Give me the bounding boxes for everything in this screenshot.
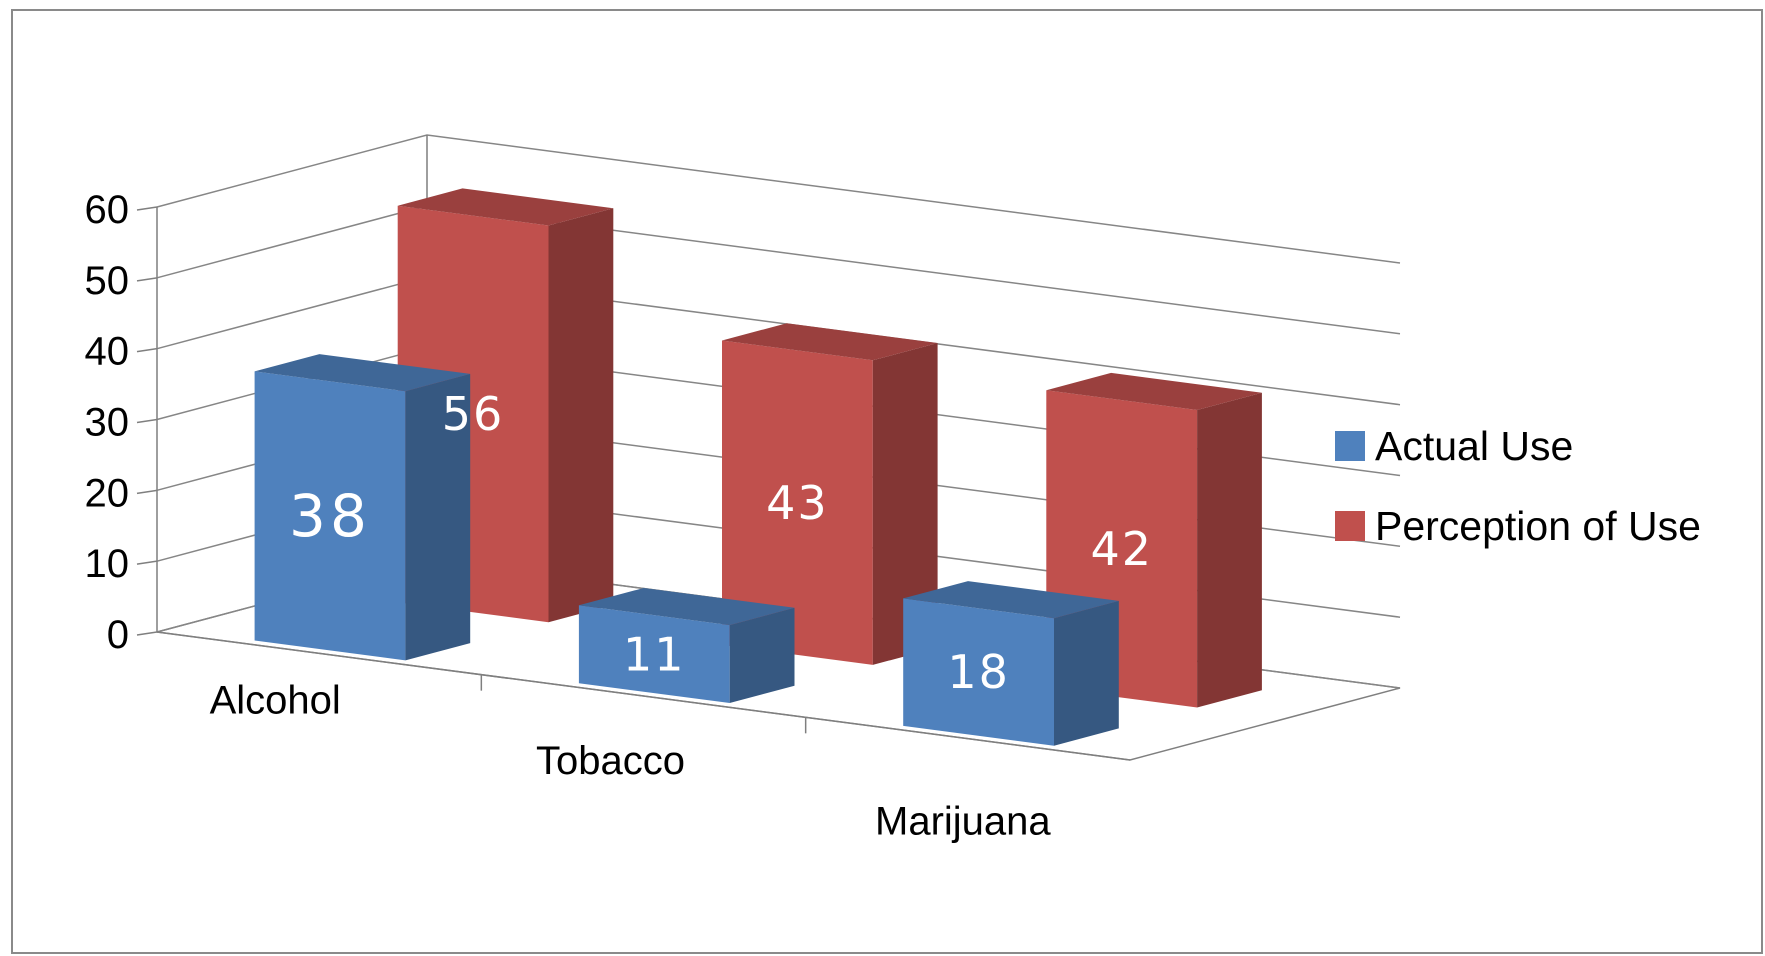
x-axis-line: [156, 631, 1131, 761]
y-tick-mark: [136, 489, 158, 495]
legend-swatch: [1335, 431, 1365, 461]
y-tick-label: 0: [107, 613, 129, 657]
bar-top-face: [397, 188, 614, 226]
y-tick-mark: [136, 560, 158, 565]
data-label: 43: [766, 476, 829, 530]
bars: [254, 188, 1262, 746]
bar-top-face: [578, 588, 795, 626]
data-label: 42: [1090, 522, 1153, 576]
gridline: [156, 134, 1401, 264]
y-tick-label: 40: [85, 330, 130, 374]
axes: 0 10 20 30 40 50 60: [85, 135, 1131, 761]
y-tick-mark: [136, 277, 158, 282]
y-tick-label: 20: [85, 471, 130, 515]
data-label: 18: [947, 645, 1010, 699]
data-label: 38: [289, 482, 371, 550]
y-tick-mark: [136, 206, 158, 211]
bar-side-face: [872, 343, 938, 665]
data-label: 56: [442, 387, 505, 441]
bar-top-face: [722, 323, 938, 361]
y-tick-mark: [136, 347, 158, 353]
category-label: Alcohol: [210, 678, 341, 722]
legend-swatch: [1335, 511, 1365, 541]
category-label: Marijuana: [875, 800, 1051, 844]
legend: Actual Use Perception of Use: [1335, 423, 1701, 549]
bar-side-face: [1054, 600, 1119, 746]
bar-front-face: [722, 340, 873, 665]
bar-side-face: [548, 208, 614, 623]
gridline: [156, 205, 1401, 335]
data-label: 11: [623, 627, 686, 681]
bar-front-face: [578, 605, 730, 703]
bar-front-face: [903, 598, 1054, 746]
legend-label: Perception of Use: [1375, 503, 1701, 549]
legend-label: Actual Use: [1375, 423, 1573, 469]
bar-side-face: [1197, 392, 1262, 708]
y-tick-label: 10: [85, 542, 130, 586]
y-tick-label: 60: [85, 188, 130, 232]
category-label: Tobacco: [536, 739, 685, 783]
bar-side-face: [405, 373, 471, 661]
y-tick-label: 50: [85, 259, 130, 303]
y-tick-label: 30: [85, 401, 130, 445]
bar-side-face: [729, 607, 795, 703]
y-tick-mark: [136, 631, 158, 636]
bar-front-face: [254, 371, 406, 661]
labels: Alcohol Tobacco Marijuana 56 43 42 38 11 18: [210, 387, 1153, 844]
bar-top-face: [903, 581, 1119, 619]
y-tick-mark: [136, 418, 158, 424]
bar-top-face: [1046, 372, 1262, 410]
bar-top-face: [254, 354, 471, 392]
